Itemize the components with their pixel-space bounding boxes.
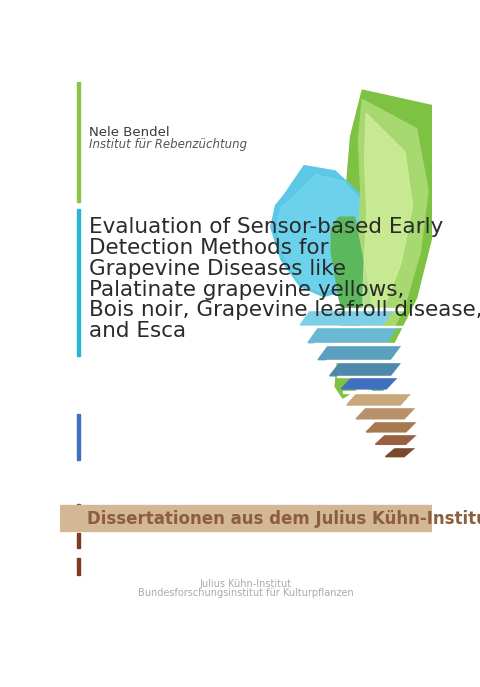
Text: Dissertationen aus dem Julius Kühn-Institut: Dissertationen aus dem Julius Kühn-Insti…: [87, 510, 480, 528]
Polygon shape: [362, 113, 413, 337]
Bar: [326, 361, 413, 362]
Bar: [296, 308, 405, 310]
Text: Grapevine Diseases like: Grapevine Diseases like: [89, 259, 347, 279]
Text: Bois noir, Grapevine leafroll disease,: Bois noir, Grapevine leafroll disease,: [89, 300, 480, 320]
Bar: [77, 82, 80, 202]
Bar: [77, 210, 80, 356]
Bar: [304, 326, 409, 327]
Text: Bundesforschungsinstitut für Kulturpflanzen: Bundesforschungsinstitut für Kulturpflan…: [138, 588, 354, 598]
Polygon shape: [356, 407, 415, 419]
Polygon shape: [318, 345, 401, 359]
Bar: [77, 504, 80, 521]
Bar: [60, 505, 432, 530]
Polygon shape: [271, 166, 374, 297]
Bar: [352, 406, 427, 407]
Text: Palatinate grapevine yellows,: Palatinate grapevine yellows,: [89, 280, 405, 300]
Polygon shape: [300, 310, 393, 325]
Polygon shape: [308, 327, 397, 343]
Bar: [337, 376, 409, 377]
Bar: [362, 420, 428, 421]
Bar: [77, 559, 80, 575]
Text: Institut für Rebenzüchtung: Institut für Rebenzüchtung: [89, 138, 248, 151]
Bar: [372, 433, 428, 434]
Bar: [314, 344, 413, 345]
Polygon shape: [385, 447, 415, 457]
Bar: [77, 533, 80, 548]
Polygon shape: [335, 90, 432, 398]
Text: and Esca: and Esca: [89, 321, 187, 341]
Polygon shape: [331, 217, 385, 394]
Polygon shape: [347, 393, 411, 405]
Bar: [343, 391, 423, 393]
Bar: [382, 446, 427, 447]
Polygon shape: [330, 362, 401, 376]
Polygon shape: [366, 421, 417, 432]
Bar: [77, 414, 80, 460]
Text: Julius Kühn-Institut: Julius Kühn-Institut: [200, 579, 292, 589]
Polygon shape: [277, 174, 372, 292]
Polygon shape: [341, 377, 397, 389]
Polygon shape: [375, 434, 417, 444]
Text: Evaluation of Sensor-based Early: Evaluation of Sensor-based Early: [89, 217, 444, 237]
Polygon shape: [350, 100, 428, 374]
Text: Detection Methods for: Detection Methods for: [89, 238, 329, 258]
Text: Nele Bendel: Nele Bendel: [89, 126, 170, 139]
